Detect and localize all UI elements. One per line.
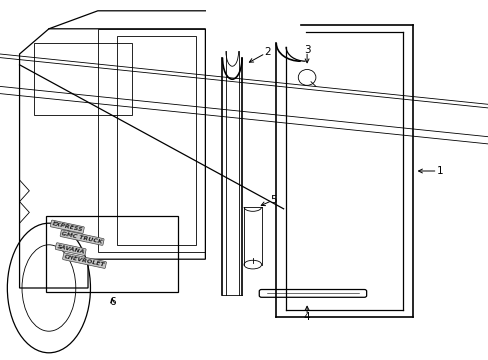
Text: EXPRESS: EXPRESS <box>51 221 83 233</box>
Text: 5: 5 <box>270 195 277 205</box>
Text: GMC TRUCK: GMC TRUCK <box>61 231 103 244</box>
Bar <box>46 216 178 292</box>
Text: 1: 1 <box>436 166 443 176</box>
Text: CHEVROLET: CHEVROLET <box>63 254 105 267</box>
Text: 6: 6 <box>109 297 116 307</box>
Text: 3: 3 <box>303 45 310 55</box>
Text: 2: 2 <box>264 47 270 57</box>
Text: 4: 4 <box>303 312 310 322</box>
Text: SAVANA: SAVANA <box>56 244 85 255</box>
